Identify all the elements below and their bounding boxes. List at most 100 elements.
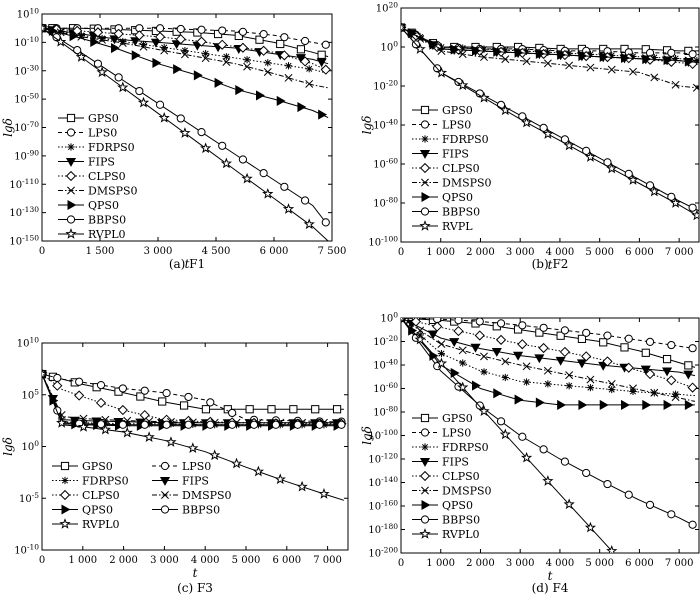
data-point xyxy=(480,45,488,53)
data-point xyxy=(650,388,659,397)
legend-label: DMSPS0 xyxy=(442,485,492,498)
y-tick-label: 10-150 xyxy=(9,234,39,248)
data-point xyxy=(56,417,68,428)
y-tick-label: 1010 xyxy=(17,7,40,21)
series-rvpl0 xyxy=(42,368,345,501)
data-point xyxy=(99,423,112,435)
data-point xyxy=(167,420,175,428)
data-point xyxy=(501,55,510,64)
data-point xyxy=(586,50,595,58)
data-point xyxy=(688,344,697,353)
y-tick-label: 100 xyxy=(21,439,39,453)
data-point xyxy=(77,421,90,432)
data-point xyxy=(337,420,346,429)
data-point xyxy=(201,54,210,63)
data-point xyxy=(139,42,148,51)
data-point xyxy=(621,52,630,64)
legend-label: RVPL0 xyxy=(442,528,480,541)
data-point xyxy=(237,42,249,53)
panel-caption: (d) F4 xyxy=(532,581,569,595)
data-point xyxy=(435,357,448,369)
data-point xyxy=(416,33,424,41)
data-point xyxy=(427,330,438,340)
data-point xyxy=(671,390,680,398)
x-tick-label: 4 000 xyxy=(546,247,575,258)
data-point xyxy=(173,64,183,75)
data-point xyxy=(222,58,231,66)
legend-marker xyxy=(421,135,429,143)
x-tick-label: 4 500 xyxy=(202,246,231,257)
series-line xyxy=(42,27,329,72)
data-point xyxy=(75,51,88,62)
series-line xyxy=(42,27,329,226)
data-point xyxy=(522,378,531,386)
data-point xyxy=(119,37,127,46)
y-tick-label: 10-200 xyxy=(368,546,398,560)
data-point xyxy=(495,334,507,345)
data-point xyxy=(401,318,405,323)
data-point xyxy=(478,405,490,416)
data-point xyxy=(501,373,509,382)
x-tick-label: 0 xyxy=(398,558,404,569)
data-point xyxy=(586,63,595,72)
data-point xyxy=(139,40,148,49)
data-point xyxy=(563,498,575,510)
data-point xyxy=(640,365,651,375)
series-rvpl0 xyxy=(42,22,329,241)
data-point xyxy=(535,397,545,408)
data-point xyxy=(131,50,141,61)
data-point xyxy=(620,343,629,352)
data-point xyxy=(289,405,298,414)
data-point xyxy=(539,445,548,454)
data-point xyxy=(457,381,469,393)
data-point xyxy=(321,218,330,227)
x-tick-label: 7 000 xyxy=(313,555,342,566)
data-point xyxy=(98,35,107,44)
series-qps0 xyxy=(401,24,699,67)
data-point xyxy=(280,33,289,42)
data-point xyxy=(662,367,673,377)
data-point xyxy=(645,500,655,509)
data-point xyxy=(416,326,425,335)
data-point xyxy=(176,114,185,123)
data-point xyxy=(475,318,484,326)
legend-marker xyxy=(60,461,70,471)
legend-marker xyxy=(419,150,431,159)
y-tick-label: 100 xyxy=(380,311,398,325)
legend-marker xyxy=(66,215,76,224)
series-bbps0 xyxy=(42,369,346,429)
data-point xyxy=(671,80,680,89)
data-point xyxy=(140,386,149,395)
data-point xyxy=(267,405,276,414)
data-point xyxy=(179,401,189,410)
data-point xyxy=(437,349,446,358)
data-point xyxy=(75,377,84,386)
data-point xyxy=(435,66,448,78)
data-point xyxy=(155,24,165,33)
data-point xyxy=(496,417,506,426)
data-point xyxy=(542,128,554,139)
data-point xyxy=(256,90,265,101)
data-point xyxy=(220,157,233,169)
y-tick-label: 10-110 xyxy=(9,177,39,191)
series-dmsps0 xyxy=(401,318,696,402)
data-point xyxy=(667,340,676,350)
y-tick-label: 10-130 xyxy=(9,205,39,219)
data-point xyxy=(599,51,609,62)
data-point xyxy=(179,127,191,138)
data-point xyxy=(474,330,485,341)
data-point xyxy=(450,367,460,379)
data-point xyxy=(274,473,286,485)
data-point xyxy=(222,53,230,61)
y-axis-label: lgδ xyxy=(360,116,374,135)
y-tick-label: 10-160 xyxy=(368,499,398,513)
data-point xyxy=(296,480,308,492)
data-point xyxy=(318,488,330,499)
data-point xyxy=(53,373,62,383)
data-point xyxy=(238,155,248,164)
data-point xyxy=(158,397,167,406)
y-axis-label: lgδ xyxy=(360,426,374,445)
data-point xyxy=(688,50,697,59)
y-tick-label: 10-40 xyxy=(373,358,398,372)
series-dmsps0 xyxy=(401,23,699,92)
